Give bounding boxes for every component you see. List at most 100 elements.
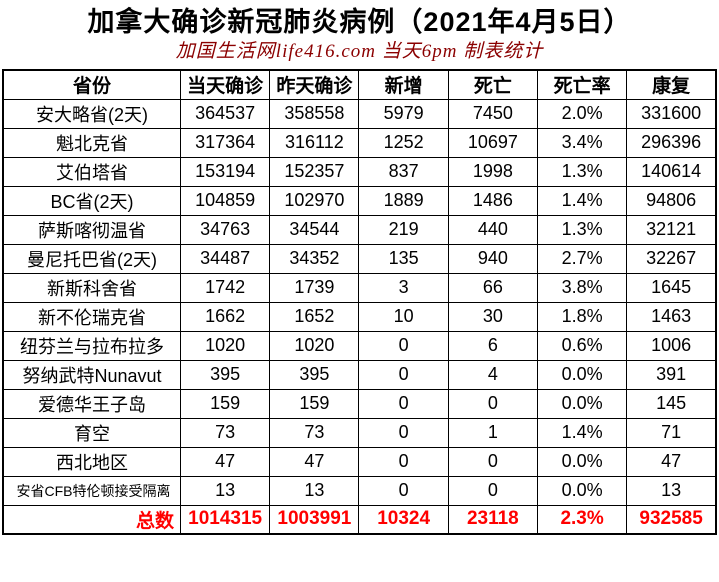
- province-name: 新斯科舍省: [2, 272, 181, 303]
- total-deaths: 23118: [447, 504, 538, 535]
- death-rate: 3.8%: [536, 272, 628, 303]
- yesterday-confirmed: 395: [269, 359, 360, 390]
- new-cases: 0: [358, 417, 449, 448]
- province-name: 新不伦瑞克省: [2, 301, 181, 332]
- deaths: 1998: [447, 156, 538, 187]
- new-cases: 1252: [358, 127, 449, 158]
- column-header-deathrate: 死亡率: [536, 69, 628, 100]
- table-row-cfb-trenton: 安省CFB特伦顿接受隔离 13 13 0 0 0.0% 13: [2, 475, 717, 506]
- new-cases: 135: [358, 243, 449, 274]
- page-title: 加拿大确诊新冠肺炎病例（2021年4月5日）: [87, 7, 632, 37]
- yesterday-confirmed: 73: [269, 417, 360, 448]
- recovered: 1645: [626, 272, 717, 303]
- total-new-cases: 10324: [358, 504, 449, 535]
- recovered: 145: [626, 388, 717, 419]
- recovered: 47: [626, 446, 717, 477]
- header-row: 省份 当天确诊 昨天确诊 新增 死亡 死亡率 康复: [2, 69, 717, 100]
- deaths: 1: [447, 417, 538, 448]
- table-row-northwest-territories: 西北地区 47 47 0 0 0.0% 47: [2, 446, 717, 477]
- yesterday-confirmed: 34352: [269, 243, 360, 274]
- table-row-alberta: 艾伯塔省 153194 152357 837 1998 1.3% 140614: [2, 156, 717, 187]
- death-rate: 3.4%: [536, 127, 628, 158]
- province-name: 育空: [2, 417, 181, 448]
- deaths: 0: [447, 388, 538, 419]
- today-confirmed: 104859: [179, 185, 271, 216]
- yesterday-confirmed: 316112: [269, 127, 360, 158]
- deaths: 4: [447, 359, 538, 390]
- total-death-rate: 2.3%: [536, 504, 628, 535]
- recovered: 13: [626, 475, 717, 506]
- table-row-bc: BC省(2天) 104859 102970 1889 1486 1.4% 948…: [2, 185, 717, 216]
- yesterday-confirmed: 13: [269, 475, 360, 506]
- covid-stats-table: 省份 当天确诊 昨天确诊 新增 死亡 死亡率 康复 安大略省(2天) 36453…: [2, 69, 717, 535]
- province-name: 艾伯塔省: [2, 156, 181, 187]
- today-confirmed: 1020: [179, 330, 271, 361]
- deaths: 30: [447, 301, 538, 332]
- death-rate: 0.0%: [536, 359, 628, 390]
- new-cases: 0: [358, 446, 449, 477]
- deaths: 1486: [447, 185, 538, 216]
- today-confirmed: 13: [179, 475, 271, 506]
- total-label: 总数: [2, 504, 181, 535]
- total-yesterday-confirmed: 1003991: [269, 504, 360, 535]
- table-row-saskatchewan: 萨斯喀彻温省 34763 34544 219 440 1.3% 32121: [2, 214, 717, 245]
- yesterday-confirmed: 1739: [269, 272, 360, 303]
- death-rate: 0.0%: [536, 475, 628, 506]
- recovered: 140614: [626, 156, 717, 187]
- death-rate: 2.0%: [536, 98, 628, 129]
- province-name: BC省(2天): [2, 185, 181, 216]
- table-row-newfoundland: 纽芬兰与拉布拉多 1020 1020 0 6 0.6% 1006: [2, 330, 717, 361]
- today-confirmed: 34487: [179, 243, 271, 274]
- death-rate: 0.0%: [536, 388, 628, 419]
- today-confirmed: 34763: [179, 214, 271, 245]
- new-cases: 837: [358, 156, 449, 187]
- death-rate: 1.3%: [536, 156, 628, 187]
- province-name: 纽芬兰与拉布拉多: [2, 330, 181, 361]
- new-cases: 10: [358, 301, 449, 332]
- new-cases: 3: [358, 272, 449, 303]
- table-row-yukon: 育空 73 73 0 1 1.4% 71: [2, 417, 717, 448]
- province-name: 魁北克省: [2, 127, 181, 158]
- province-name: 安省CFB特伦顿接受隔离: [2, 475, 181, 506]
- table-row-total: 总数 1014315 1003991 10324 23118 2.3% 9325…: [2, 504, 717, 535]
- column-header-province: 省份: [2, 69, 181, 100]
- death-rate: 1.4%: [536, 185, 628, 216]
- recovered: 296396: [626, 127, 717, 158]
- deaths: 7450: [447, 98, 538, 129]
- table-row-nunavut: 努纳武特Nunavut 395 395 0 4 0.0% 391: [2, 359, 717, 390]
- death-rate: 1.3%: [536, 214, 628, 245]
- deaths: 10697: [447, 127, 538, 158]
- new-cases: 0: [358, 330, 449, 361]
- yesterday-confirmed: 1652: [269, 301, 360, 332]
- table-row-manitoba: 曼尼托巴省(2天) 34487 34352 135 940 2.7% 32267: [2, 243, 717, 274]
- table-row-new-brunswick: 新不伦瑞克省 1662 1652 10 30 1.8% 1463: [2, 301, 717, 332]
- recovered: 71: [626, 417, 717, 448]
- today-confirmed: 153194: [179, 156, 271, 187]
- deaths: 66: [447, 272, 538, 303]
- yesterday-confirmed: 102970: [269, 185, 360, 216]
- deaths: 6: [447, 330, 538, 361]
- deaths: 440: [447, 214, 538, 245]
- yesterday-confirmed: 47: [269, 446, 360, 477]
- province-name: 西北地区: [2, 446, 181, 477]
- death-rate: 1.4%: [536, 417, 628, 448]
- new-cases: 0: [358, 388, 449, 419]
- yesterday-confirmed: 358558: [269, 98, 360, 129]
- recovered: 94806: [626, 185, 717, 216]
- death-rate: 1.8%: [536, 301, 628, 332]
- recovered: 32121: [626, 214, 717, 245]
- province-name: 曼尼托巴省(2天): [2, 243, 181, 274]
- today-confirmed: 364537: [179, 98, 271, 129]
- table-row-nova-scotia: 新斯科舍省 1742 1739 3 66 3.8% 1645: [2, 272, 717, 303]
- today-confirmed: 1742: [179, 272, 271, 303]
- column-header-today: 当天确诊: [179, 69, 271, 100]
- province-name: 爱德华王子岛: [2, 388, 181, 419]
- column-header-deaths: 死亡: [447, 69, 538, 100]
- new-cases: 0: [358, 359, 449, 390]
- new-cases: 219: [358, 214, 449, 245]
- deaths: 0: [447, 475, 538, 506]
- today-confirmed: 159: [179, 388, 271, 419]
- recovered: 391: [626, 359, 717, 390]
- recovered: 32267: [626, 243, 717, 274]
